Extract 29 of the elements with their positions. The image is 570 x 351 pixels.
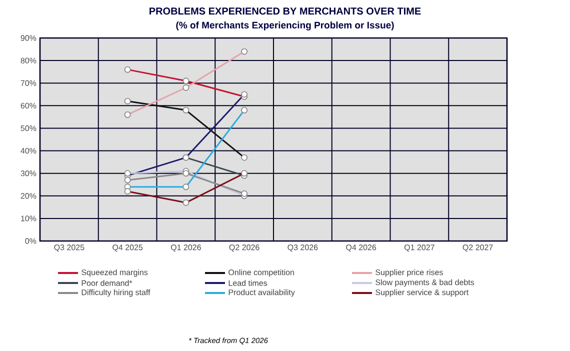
legend-label: Poor demand* xyxy=(82,280,132,286)
legend-label: Squeezed margins xyxy=(82,269,148,277)
y-tick-label: 30% xyxy=(20,170,36,176)
x-tick-label: Q1 2026 xyxy=(170,244,201,252)
y-tick-label: 60% xyxy=(20,102,36,108)
legend-label: Lead times xyxy=(228,280,268,286)
x-tick-label: Q2 2027 xyxy=(462,244,493,252)
y-tick-label: 80% xyxy=(20,58,36,64)
x-tick-label: Q2 2026 xyxy=(229,244,260,252)
y-tick-label: 90% xyxy=(20,35,36,41)
x-tick-label: Q3 2025 xyxy=(54,244,84,252)
chart-title: PROBLEMS EXPERIENCED BY MERCHANTS OVER TIME xyxy=(150,8,421,15)
legend-label: Supplier price rises xyxy=(376,269,443,277)
y-tick-label: 10% xyxy=(21,216,36,222)
legend-label: Difficulty hiring staff xyxy=(82,289,150,297)
y-tick-label: 50% xyxy=(20,125,36,132)
y-tick-label: 70% xyxy=(20,80,36,86)
y-tick-label: 40% xyxy=(20,148,36,154)
y-tick-label: 20% xyxy=(20,193,36,199)
legend-label: Slow payments & bad debts xyxy=(376,279,474,287)
x-tick-label: Q4 2026 xyxy=(346,244,376,252)
legend-label: Online competition xyxy=(228,269,294,277)
x-tick-label: Q1 2027 xyxy=(404,244,434,252)
legend-label: Product availability xyxy=(228,289,295,297)
legend-label: Supplier service & support xyxy=(376,289,469,297)
x-tick-label: Q4 2025 xyxy=(112,244,143,252)
x-tick-label: Q3 2026 xyxy=(288,244,318,252)
chart-subtitle: (% of Merchants Experiencing Problem or Issue) xyxy=(176,22,394,30)
y-tick-label: 0% xyxy=(25,238,36,244)
